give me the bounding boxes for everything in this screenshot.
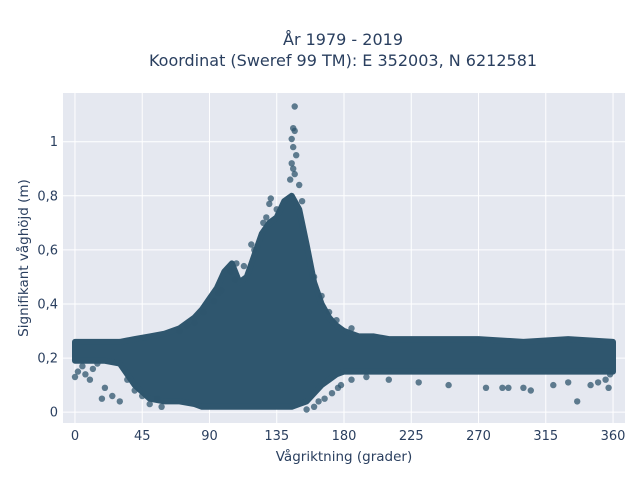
x-tick-label: 0: [71, 429, 79, 444]
data-point: [291, 127, 298, 135]
data-point: [291, 103, 298, 110]
data-point: [131, 387, 138, 394]
data-point: [116, 398, 124, 405]
data-point: [288, 135, 295, 143]
data-point: [82, 371, 89, 378]
y-axis-ticks: 0 0,2 0,4 0,6 0,8 1: [37, 135, 58, 420]
x-tick-label: 90: [201, 429, 218, 444]
data-point: [333, 317, 340, 324]
data-point: [124, 376, 131, 383]
data-point: [348, 376, 355, 383]
x-tick-label: 45: [134, 429, 151, 444]
data-point: [71, 373, 79, 381]
data-point: [139, 392, 146, 400]
data-point: [240, 262, 248, 270]
data-point: [154, 395, 161, 402]
data-points: [71, 103, 616, 413]
data-point: [321, 395, 328, 402]
data-point: [482, 384, 490, 391]
data-point: [303, 406, 310, 413]
y-tick-label: 0,2: [37, 352, 58, 367]
data-point: [594, 379, 602, 386]
data-point: [233, 260, 240, 267]
data-point: [574, 398, 581, 405]
data-point: [337, 381, 345, 389]
data-point: [266, 200, 273, 208]
data-point: [251, 246, 258, 254]
data-point: [263, 214, 270, 221]
data-point: [231, 276, 239, 283]
data-point: [318, 292, 325, 300]
data-point: [363, 373, 370, 381]
data-point: [227, 268, 234, 275]
data-point: [267, 195, 274, 202]
data-point: [505, 384, 512, 391]
data-point: [385, 376, 392, 383]
x-axis-ticks: 0 45 90 135 180 225 270 315 360: [71, 429, 626, 444]
x-tick-label: 225: [399, 429, 424, 444]
y-tick-label: 0,4: [37, 297, 58, 312]
data-point: [146, 400, 153, 408]
data-point: [288, 160, 295, 167]
data-point: [310, 403, 318, 410]
y-tick-label: 0,8: [37, 189, 58, 204]
data-point-cloud: [72, 192, 616, 410]
data-point: [291, 170, 298, 178]
x-tick-label: 315: [533, 429, 558, 444]
data-point: [310, 273, 318, 281]
data-point: [315, 398, 322, 405]
data-point: [587, 381, 594, 389]
data-point: [520, 384, 527, 391]
x-tick-label: 270: [466, 429, 491, 444]
data-point: [290, 165, 297, 172]
x-tick-label: 180: [332, 429, 357, 444]
data-point: [200, 308, 207, 316]
data-point: [445, 381, 452, 389]
y-tick-label: 0,6: [37, 243, 58, 258]
data-point: [499, 384, 506, 391]
chart-title-line-1: År 1979 - 2019: [283, 30, 403, 49]
data-point: [86, 376, 94, 383]
data-point: [176, 327, 183, 335]
data-point: [296, 181, 303, 189]
x-axis-title: Vågriktning (grader): [276, 448, 413, 465]
data-point: [98, 395, 106, 402]
data-point: [290, 143, 297, 151]
data-point: [248, 241, 255, 248]
data-point: [550, 381, 557, 389]
data-point: [527, 387, 534, 394]
data-point: [298, 198, 306, 205]
data-point: [273, 206, 280, 213]
data-point: [183, 322, 191, 329]
data-point: [348, 325, 355, 332]
data-point: [191, 319, 198, 327]
data-point: [328, 390, 336, 397]
data-point: [158, 403, 165, 410]
data-point: [210, 298, 218, 305]
data-point: [260, 219, 267, 226]
data-point: [215, 290, 222, 297]
y-axis-title: Signifikant våghöjd (m): [15, 179, 32, 337]
data-point: [101, 384, 109, 391]
data-point: [606, 371, 614, 378]
data-point: [287, 176, 294, 183]
data-point: [293, 152, 300, 159]
x-tick-label: 360: [601, 429, 626, 444]
data-point: [325, 308, 333, 316]
data-point: [94, 360, 101, 367]
data-point: [415, 379, 422, 386]
chart-title-line-2: Koordinat (Sweref 99 TM): E 352003, N 62…: [149, 51, 537, 70]
data-point: [89, 365, 97, 373]
data-point: [109, 392, 116, 400]
data-point: [605, 384, 612, 391]
y-tick-label: 0: [50, 406, 58, 421]
data-point: [74, 368, 82, 375]
data-point: [602, 376, 609, 383]
data-point: [565, 379, 572, 386]
y-tick-label: 1: [50, 135, 58, 150]
data-point: [79, 363, 86, 370]
x-tick-label: 135: [264, 429, 289, 444]
